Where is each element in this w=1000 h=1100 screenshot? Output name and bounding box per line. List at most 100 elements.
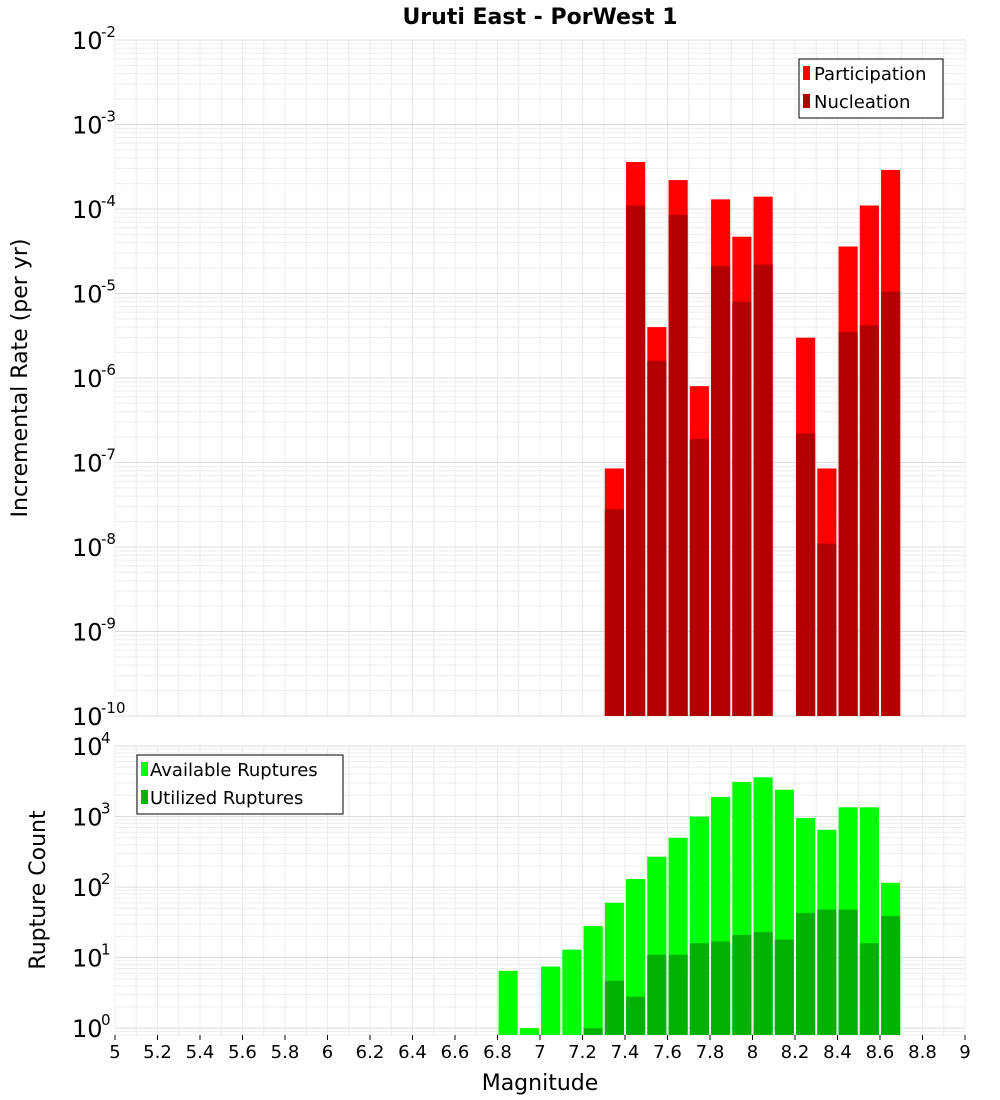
x-tick-label: 8.8 xyxy=(908,1042,937,1063)
bottom-bar-utilized-ruptures xyxy=(689,943,709,1035)
top-bar-nucleation xyxy=(859,325,879,716)
bottom-bar-utilized-ruptures xyxy=(838,909,858,1035)
x-tick-label: 7 xyxy=(534,1042,545,1063)
bottom-bar-available-ruptures xyxy=(626,879,646,1035)
top-y-tick-exponent: -9 xyxy=(101,615,116,633)
top-y-tick-exponent: -2 xyxy=(101,23,116,41)
top-bars xyxy=(604,161,901,717)
top-bar-nucleation xyxy=(838,332,858,716)
top-bar-nucleation xyxy=(626,205,646,716)
x-tick-label: 7.6 xyxy=(653,1042,682,1063)
top-bar-nucleation xyxy=(668,214,688,716)
legend-swatch-available xyxy=(141,762,148,776)
legend-swatch-nucleation xyxy=(803,94,810,108)
bottom-y-tick-label: 10 xyxy=(72,1015,103,1043)
top-y-tick-label: 10 xyxy=(72,619,103,647)
top-bar-nucleation xyxy=(647,360,667,716)
top-y-tick-exponent: -6 xyxy=(101,361,116,379)
bottom-bar-available-ruptures xyxy=(498,970,518,1035)
top-panel: 10-210-310-410-510-610-710-810-910-10 In… xyxy=(8,23,966,731)
top-y-tick-exponent: -4 xyxy=(101,192,116,210)
top-y-tick-exponent: -3 xyxy=(101,108,116,126)
top-legend: Participation Nucleation xyxy=(798,58,944,119)
bottom-bar-utilized-ruptures xyxy=(668,954,688,1035)
top-bar-nucleation xyxy=(881,291,901,716)
x-tick-label: 5.8 xyxy=(271,1042,300,1063)
chart-title: Uruti East - PorWest 1 xyxy=(402,5,677,30)
top-y-tick-label: 10 xyxy=(72,703,103,731)
top-bar-nucleation xyxy=(711,266,731,716)
top-y-tick-label: 10 xyxy=(72,112,103,140)
bottom-y-tick-exponent: 1 xyxy=(101,941,111,959)
bottom-bar-available-ruptures xyxy=(583,926,603,1035)
bottom-y-axis-label: Rupture Count xyxy=(26,810,51,970)
legend-label-nucleation: Nucleation xyxy=(814,92,910,113)
bottom-bar-available-ruptures xyxy=(562,949,582,1035)
top-y-tick-label: 10 xyxy=(72,196,103,224)
x-tick-label: 6.2 xyxy=(356,1042,385,1063)
x-tick-label: 6.8 xyxy=(483,1042,512,1063)
x-tick-label: 8.6 xyxy=(866,1042,895,1063)
bottom-y-tick-label: 10 xyxy=(72,733,103,761)
bottom-bar-utilized-ruptures xyxy=(774,939,794,1035)
x-tick-label: 5.2 xyxy=(143,1042,172,1063)
x-tick-label: 8 xyxy=(747,1042,758,1063)
top-legend-box xyxy=(798,58,944,119)
x-tick-label: 6.6 xyxy=(441,1042,470,1063)
top-y-tick-label: 10 xyxy=(72,365,103,393)
top-bar-nucleation xyxy=(753,264,773,716)
x-tick-label: 6.4 xyxy=(398,1042,427,1063)
bottom-y-tick-exponent: 2 xyxy=(101,870,111,888)
legend-label-available: Available Ruptures xyxy=(150,760,318,781)
x-ticks: 5 5.2 5.4 5.6 5.8 6 6.2 6.4 6.6 6.8 7 7.2 7.4 7.6 7.8 8… xyxy=(109,1035,971,1063)
bottom-bar-utilized-ruptures xyxy=(626,996,646,1035)
bottom-bar-utilized-ruptures xyxy=(796,912,816,1035)
bottom-legend-box xyxy=(136,754,344,815)
x-tick-label: 9 xyxy=(959,1042,970,1063)
bottom-bar-available-ruptures xyxy=(519,1028,539,1035)
top-y-tick-label: 10 xyxy=(72,534,103,562)
bottom-y-tick-label: 10 xyxy=(72,874,103,902)
top-bar-nucleation xyxy=(689,438,709,716)
bottom-bar-utilized-ruptures xyxy=(583,1028,603,1035)
legend-swatch-participation xyxy=(803,66,810,80)
top-y-axis-label: Incremental Rate (per yr) xyxy=(8,239,33,518)
top-y-tick-exponent: -5 xyxy=(101,277,116,295)
bottom-bar-utilized-ruptures xyxy=(732,934,752,1035)
top-grid xyxy=(114,39,966,717)
top-bar-nucleation xyxy=(732,301,752,716)
x-tick-label: 7.8 xyxy=(696,1042,725,1063)
bottom-y-tick-exponent: 3 xyxy=(101,800,111,818)
bottom-bar-utilized-ruptures xyxy=(859,943,879,1035)
top-bar-nucleation xyxy=(796,433,816,716)
bottom-bar-utilized-ruptures xyxy=(753,932,773,1035)
top-y-ticks: 10-210-310-410-510-610-710-810-910-10 xyxy=(72,23,126,731)
bottom-bar-utilized-ruptures xyxy=(604,980,624,1035)
bottom-y-tick-label: 10 xyxy=(72,804,103,832)
top-y-tick-exponent: -7 xyxy=(101,446,116,464)
x-tick-label: 5.6 xyxy=(228,1042,257,1063)
top-y-tick-label: 10 xyxy=(72,281,103,309)
x-tick-label: 5.4 xyxy=(186,1042,215,1063)
top-bar-nucleation xyxy=(817,543,837,716)
legend-label-participation: Participation xyxy=(814,64,926,85)
top-bar-nucleation xyxy=(604,509,624,716)
bottom-bar-utilized-ruptures xyxy=(647,954,667,1035)
legend-label-utilized: Utilized Ruptures xyxy=(150,788,303,809)
bottom-bar-available-ruptures xyxy=(541,966,561,1035)
bottom-bar-utilized-ruptures xyxy=(711,941,731,1035)
top-y-tick-label: 10 xyxy=(72,450,103,478)
top-y-tick-exponent: -10 xyxy=(101,699,126,717)
x-tick-label: 7.4 xyxy=(611,1042,640,1063)
bottom-bar-utilized-ruptures xyxy=(881,915,901,1035)
x-tick-label: 7.2 xyxy=(568,1042,597,1063)
x-axis-label: Magnitude xyxy=(482,1071,599,1096)
bottom-y-tick-exponent: 4 xyxy=(101,729,111,747)
bottom-y-tick-label: 10 xyxy=(72,945,103,973)
x-tick-label: 8.4 xyxy=(823,1042,852,1063)
legend-swatch-utilized xyxy=(141,790,148,804)
bottom-bars xyxy=(498,777,901,1035)
bottom-y-tick-exponent: 0 xyxy=(101,1011,111,1029)
